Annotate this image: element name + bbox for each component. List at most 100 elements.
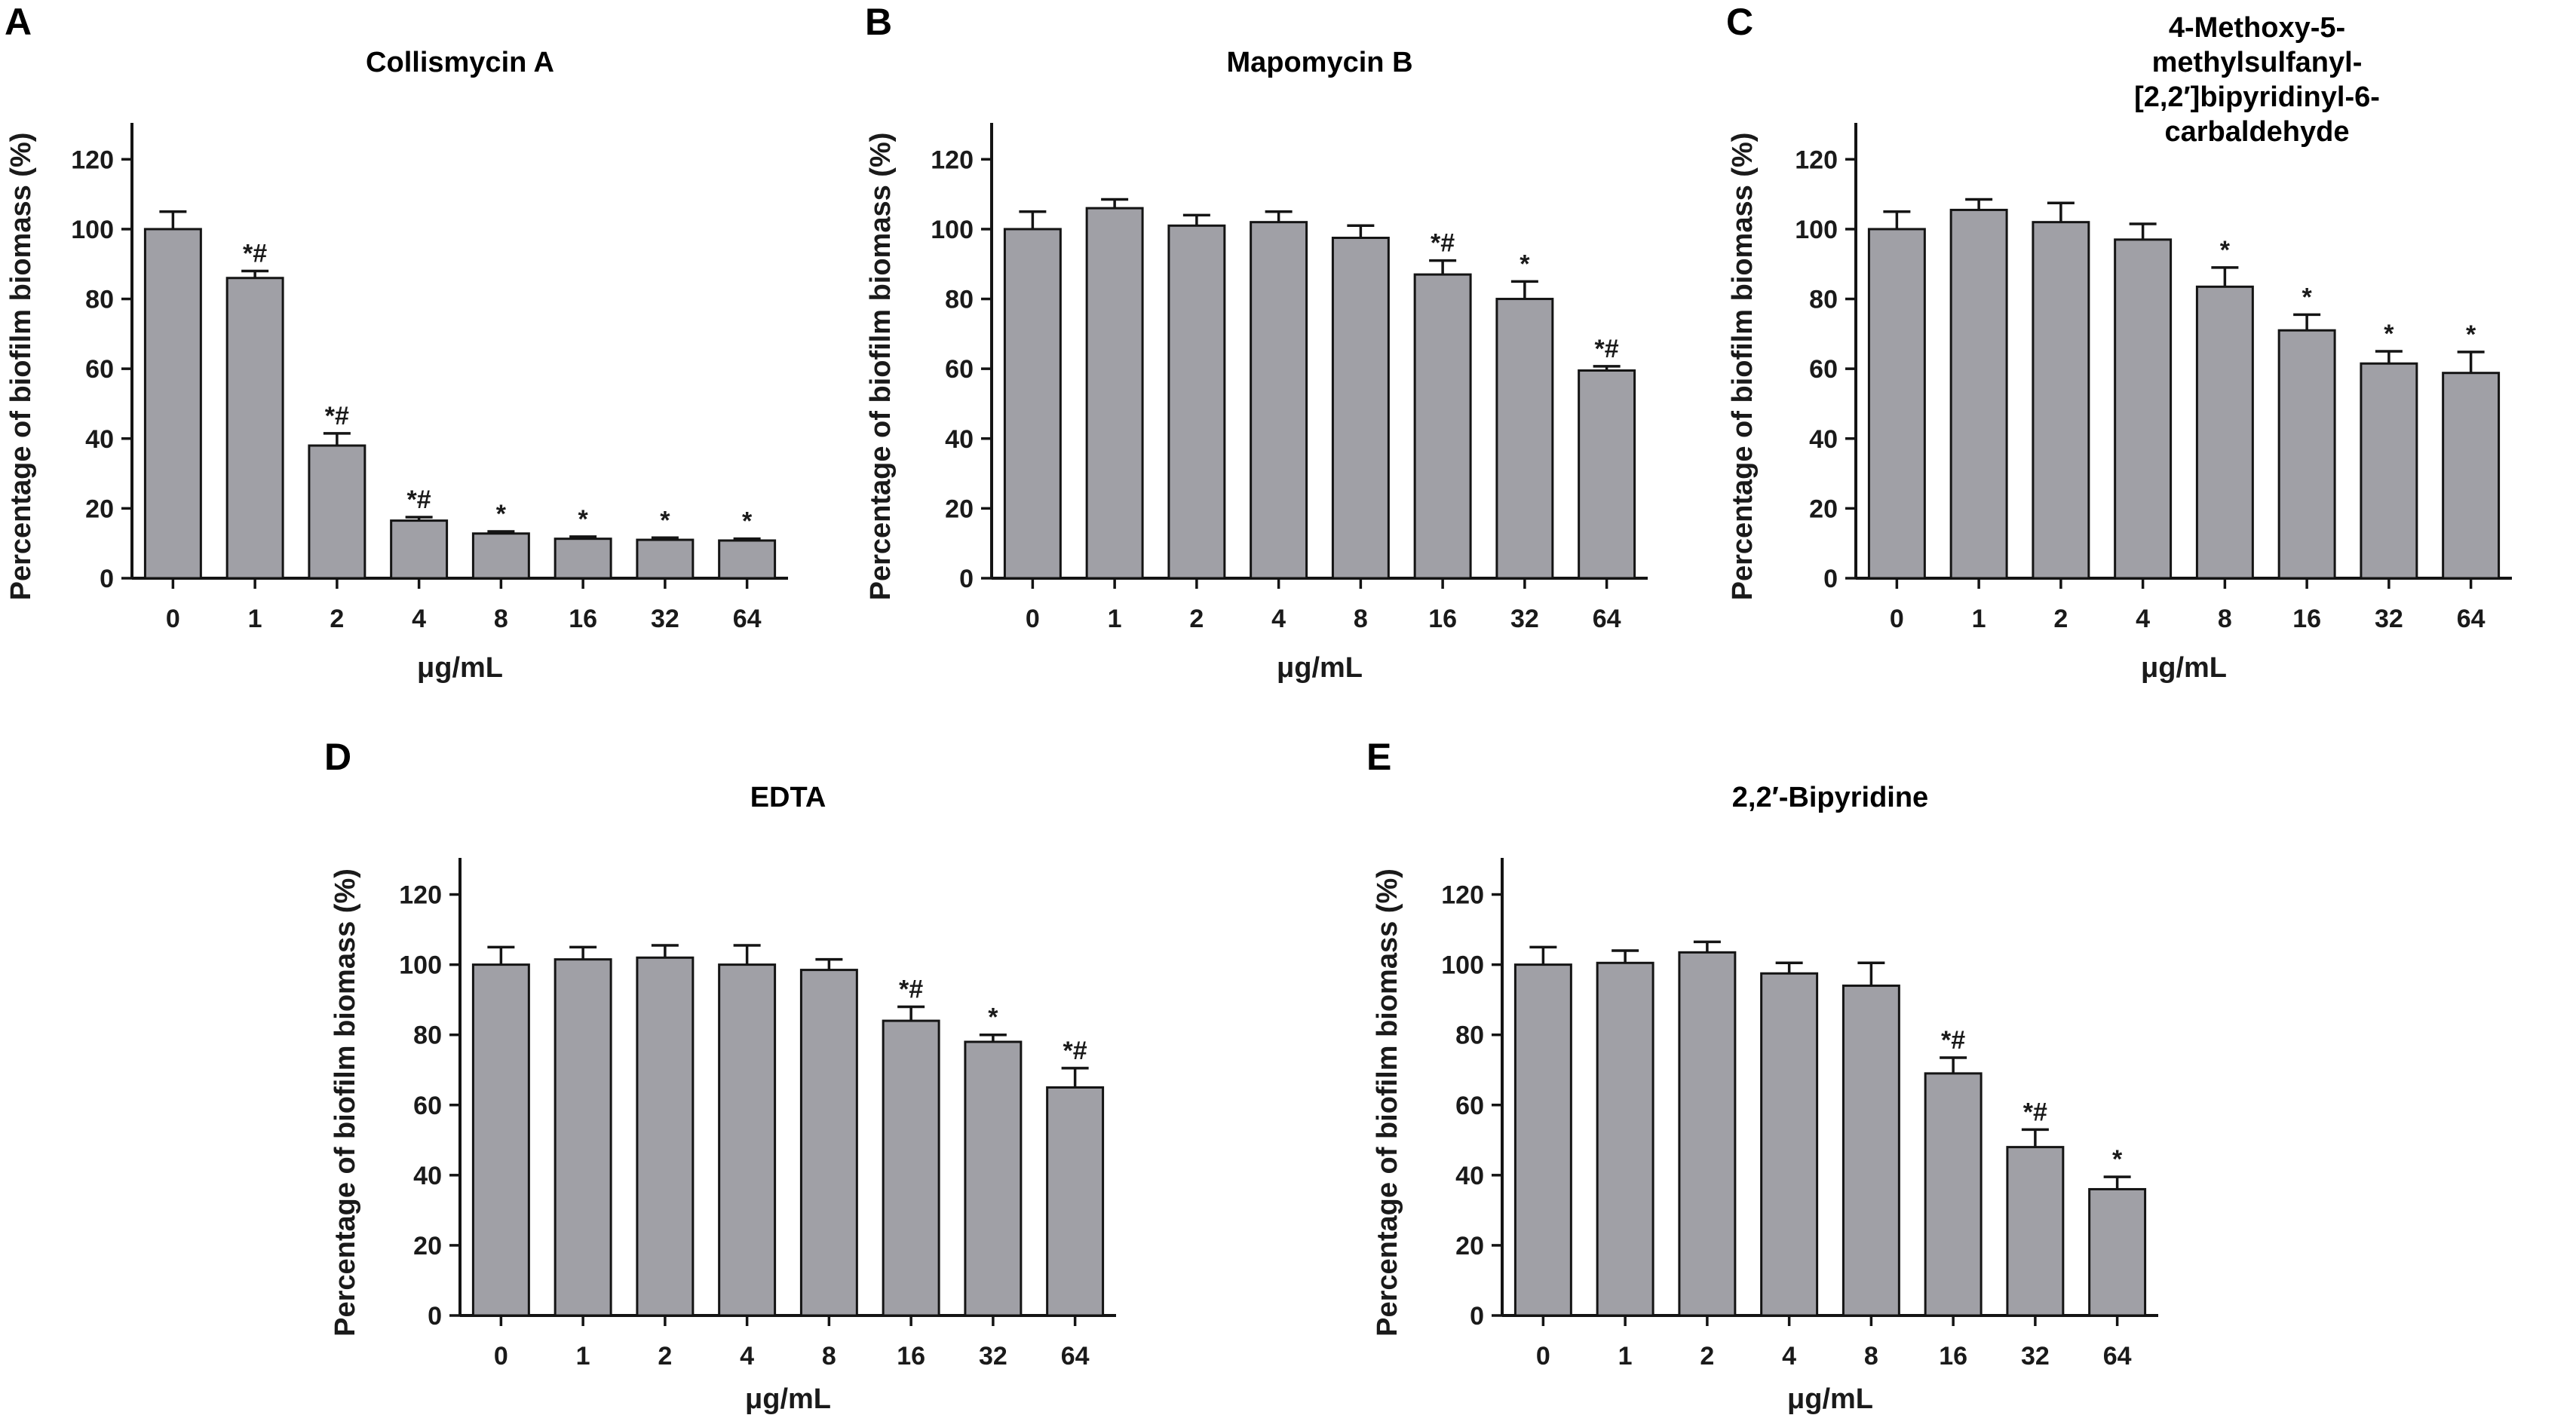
bar — [882, 1019, 940, 1317]
x-tick-label: 4 — [740, 1342, 754, 1371]
bar — [2360, 362, 2418, 580]
panel-a: A Collismycin A 0 20 40 60 80 100 120 0 1 *# 2 *# 4 *… — [0, 0, 852, 701]
x-tick-label: 1 — [248, 605, 262, 633]
y-tick-label: 40 — [1809, 425, 1838, 454]
bar — [143, 228, 202, 580]
x-tick-label: 8 — [1864, 1342, 1878, 1371]
x-tick-label: 0 — [166, 605, 180, 633]
y-tick-label: 20 — [1455, 1232, 1484, 1260]
chart-title: Mapomycin B — [1226, 47, 1413, 78]
bar — [308, 444, 366, 580]
bar — [471, 532, 530, 580]
bar — [964, 1040, 1023, 1317]
y-axis-title: Percentage of biofilm biomass (%) — [1372, 868, 1403, 1337]
bar — [1003, 228, 1062, 580]
x-tick-label: 1 — [1972, 605, 1986, 633]
significance-label: *# — [1595, 335, 1619, 363]
significance-label: * — [2466, 320, 2476, 349]
significance-label: *# — [1431, 229, 1455, 258]
y-tick-label: 60 — [1455, 1092, 1484, 1120]
bar — [471, 963, 530, 1317]
y-tick-label: 120 — [1795, 145, 1838, 174]
y-tick-label: 0 — [1470, 1302, 1484, 1331]
y-tick-label: 0 — [959, 565, 974, 593]
x-tick-label: 16 — [2292, 605, 2321, 633]
y-tick-label: 80 — [413, 1021, 442, 1050]
x-tick-label: 64 — [1061, 1342, 1090, 1371]
y-tick-label: 40 — [85, 425, 114, 454]
y-tick-label: 40 — [413, 1162, 442, 1190]
bar-chart: 0 20 40 60 80 100 120 0 1 *# 2 *# 4 *# 8 * 16 * 32 * 64 * μg/m… — [5, 123, 788, 684]
bar — [636, 538, 695, 580]
x-tick-label: 64 — [2457, 605, 2486, 633]
bar — [390, 519, 449, 580]
y-tick-label: 80 — [85, 286, 114, 314]
x-tick-label: 2 — [330, 605, 344, 633]
panel-letter: D — [324, 736, 352, 778]
bar-chart: 0 20 40 60 80 100 120 0 1 2 4 8 16 *# 32 * 64 *# μg/mL Perc… — [330, 858, 1116, 1415]
bar — [1331, 237, 1390, 580]
x-axis-title: μg/mL — [1787, 1383, 1873, 1415]
bar — [1596, 961, 1654, 1317]
x-tick-label: 1 — [576, 1342, 590, 1371]
significance-label: *# — [325, 402, 349, 430]
y-tick-label: 20 — [945, 495, 974, 523]
y-tick-label: 80 — [945, 286, 974, 314]
significance-label: * — [742, 507, 753, 536]
bar — [554, 538, 612, 580]
x-tick-label: 32 — [979, 1342, 1007, 1371]
y-tick-label: 40 — [1455, 1162, 1484, 1190]
bar — [1167, 224, 1226, 580]
x-axis-title: μg/mL — [2141, 652, 2227, 684]
x-tick-label: 4 — [412, 605, 426, 633]
y-tick-label: 60 — [413, 1092, 442, 1120]
y-tick-label: 40 — [945, 425, 974, 454]
bar — [799, 969, 858, 1317]
y-tick-label: 80 — [1455, 1021, 1484, 1050]
y-tick-label: 100 — [71, 216, 114, 244]
bar-chart: 0 20 40 60 80 100 120 0 1 2 4 8 16 *# 32 * 64 *# μg/mL Perc… — [865, 123, 1648, 684]
x-tick-label: 16 — [1428, 605, 1457, 633]
y-tick-label: 0 — [100, 565, 114, 593]
x-tick-label: 0 — [1536, 1342, 1550, 1371]
x-tick-label: 4 — [1782, 1342, 1796, 1371]
bar — [2195, 285, 2254, 580]
y-tick-label: 120 — [1441, 881, 1484, 910]
bar — [2032, 221, 2090, 580]
y-tick-label: 120 — [71, 145, 114, 174]
x-tick-label: 1 — [1618, 1342, 1633, 1371]
x-tick-label: 64 — [2103, 1342, 2132, 1371]
x-tick-label: 16 — [897, 1342, 925, 1371]
bar — [1250, 221, 1308, 580]
bar-chart: 0 20 40 60 80 100 120 0 1 2 4 8 16 *# 32 *# 64 * μg/mL Perc… — [1372, 858, 2158, 1415]
bar — [2114, 238, 2173, 580]
panel-b: B Mapomycin B 0 20 40 60 80 100 120 0 1 2 4 8 16 *# 32… — [860, 0, 1712, 701]
y-tick-label: 20 — [413, 1232, 442, 1260]
bar — [554, 958, 612, 1317]
x-tick-label: 4 — [1271, 605, 1286, 633]
significance-label: *# — [407, 485, 431, 514]
panel-letter: A — [5, 1, 32, 43]
panel-letter: B — [865, 1, 893, 43]
y-tick-label: 60 — [1809, 355, 1838, 384]
bar — [1924, 1072, 1983, 1317]
y-tick-label: 120 — [399, 881, 442, 910]
x-tick-label: 16 — [569, 605, 597, 633]
x-tick-label: 2 — [1189, 605, 1204, 633]
y-tick-label: 0 — [428, 1302, 442, 1331]
y-tick-label: 60 — [85, 355, 114, 384]
bar-chart: 0 20 40 60 80 100 120 0 1 2 4 8 * 16 * 32 * 64 * μg/mL Perce… — [1727, 123, 2512, 684]
x-tick-label: 1 — [1108, 605, 1122, 633]
chart-title: EDTA — [750, 782, 826, 813]
bar — [225, 277, 284, 580]
bar — [1867, 228, 1926, 580]
bar — [2006, 1146, 2065, 1317]
bar — [1760, 972, 1819, 1317]
y-tick-label: 0 — [1823, 565, 1838, 593]
significance-label: * — [578, 505, 589, 534]
significance-label: * — [1520, 250, 1530, 278]
panel-d: D EDTA 0 20 40 60 80 100 120 0 1 2 4 8 16 *# 32 * 64 *# μg… — [324, 735, 1176, 1415]
significance-label: * — [660, 506, 670, 534]
x-tick-label: 0 — [1890, 605, 1904, 633]
panel-e: E 2,2′-Bipyridine 0 20 40 60 80 100 120 0 1 2 4 8 16… — [1366, 735, 2219, 1415]
